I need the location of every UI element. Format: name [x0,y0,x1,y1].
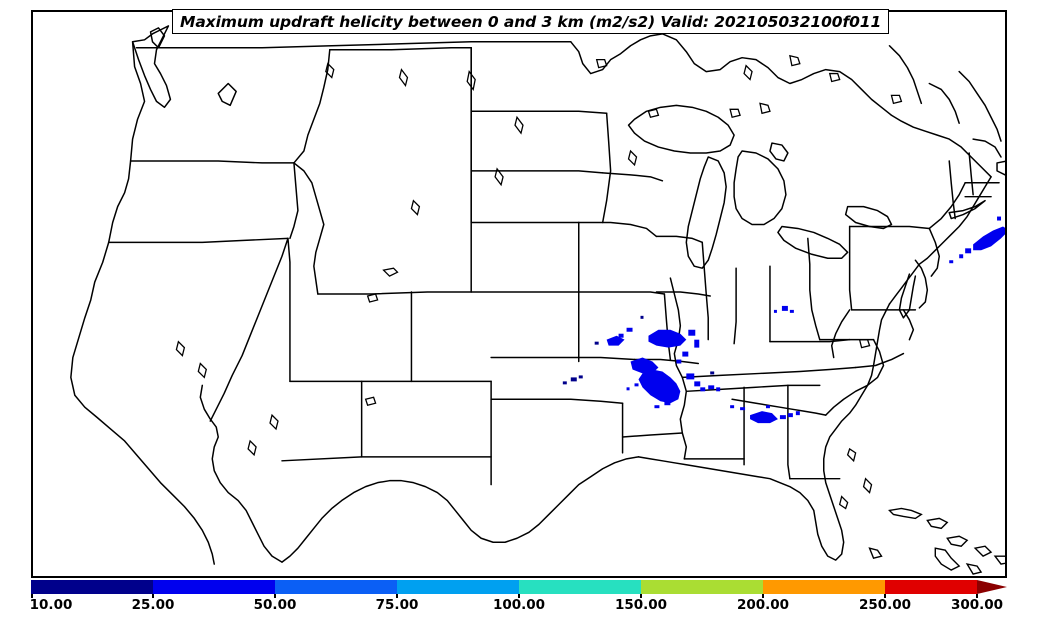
colorbar-band-150-200 [641,580,763,594]
colorbar-tick-label-75: 75.00 [375,597,419,613]
colorbar-tick-label-25: 25.00 [131,597,175,613]
colorbar-band-50-75 [275,580,397,594]
helicity-data-overlay [562,216,1005,424]
map-title-text: Maximum updraft helicity between 0 and 3… [180,12,882,31]
colorbar-band-250-300 [885,580,977,594]
colorbar-tick-label-100: 100.00 [492,597,546,613]
colorbar-band-75-100 [397,580,519,594]
map-title-box: Maximum updraft helicity between 0 and 3… [172,9,890,34]
colorbar-band-100-150 [519,580,641,594]
colorbar-tick-labels: 10.00 25.00 50.00 75.00 100.00 150.00 20… [29,597,1007,627]
colorbar-band-25-50 [153,580,275,594]
inland-water-features [175,54,903,510]
map-canvas [70,25,1005,575]
colorbar-overflow-arrow [977,580,1007,594]
state-and-coastline-boundaries [70,25,1005,565]
colorbar-bands [31,580,1007,594]
colorbar: 10.00 25.00 50.00 75.00 100.00 150.00 20… [29,578,1007,632]
colorbar-tick-label-10: 10.00 [29,597,73,613]
colorbar-tick-label-250: 250.00 [858,597,912,613]
map-plot-area [31,10,1007,578]
colorbar-tick-label-50: 50.00 [253,597,297,613]
colorbar-gradient [31,580,1007,598]
colorbar-tick-label-300: 300.00 [950,597,1004,613]
colorbar-tick-label-150: 150.00 [614,597,668,613]
colorbar-tick-label-200: 200.00 [736,597,790,613]
offshore-islands [868,507,1005,575]
colorbar-ticks [31,594,978,598]
colorbar-band-200-250 [763,580,885,594]
colorbar-band-10-25 [31,580,153,594]
